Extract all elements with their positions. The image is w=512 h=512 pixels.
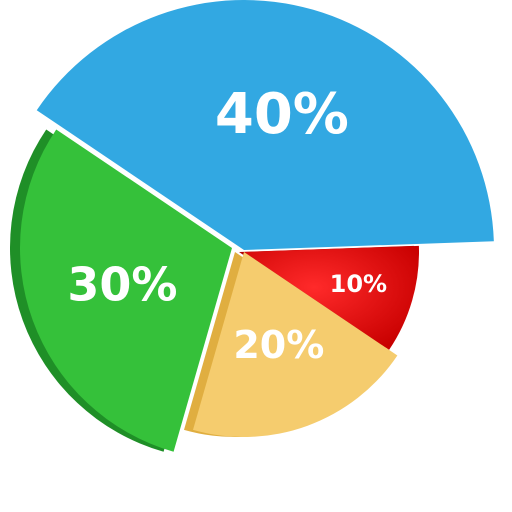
label-30: 30% (67, 257, 177, 311)
label-20: 20% (233, 323, 324, 367)
slice-30 (20, 129, 232, 452)
pie-labels: 40% 10%20% 30% (67, 82, 387, 367)
label-10: 10% (330, 270, 387, 298)
label-40: 40% (215, 82, 349, 147)
slice-40 (36, 0, 494, 250)
pie-slices (10, 0, 494, 452)
slice-10 (244, 245, 419, 350)
slice-20 (193, 252, 398, 437)
